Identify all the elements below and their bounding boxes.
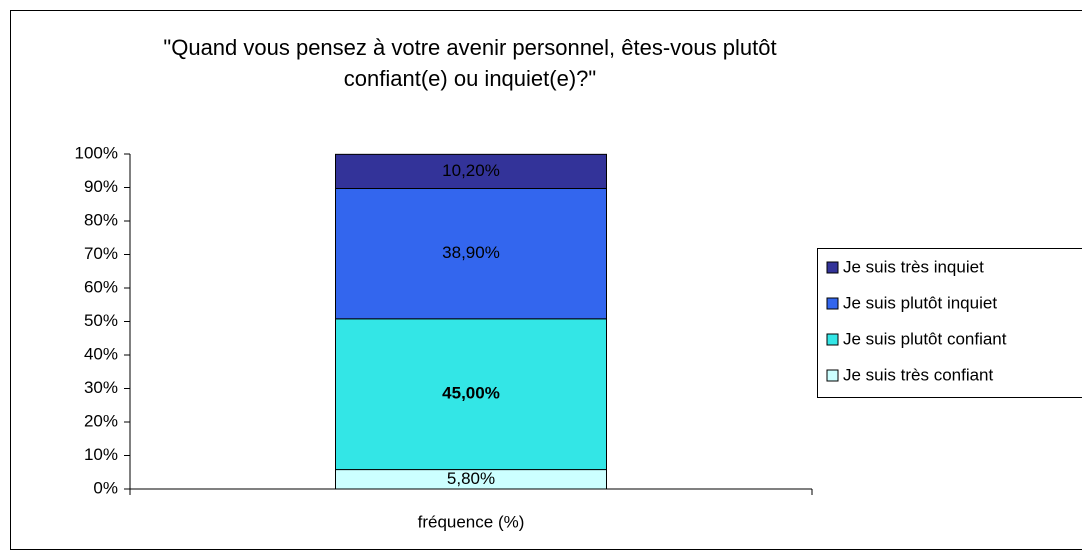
- legend-label: Je suis très confiant: [843, 365, 994, 384]
- y-tick-label: 60%: [84, 277, 118, 296]
- y-tick-label: 20%: [84, 411, 118, 430]
- y-tick-label: 70%: [84, 244, 118, 263]
- y-tick-label: 50%: [84, 311, 118, 330]
- data-label: 45,00%: [442, 384, 500, 403]
- legend-label: Je suis plutôt confiant: [843, 329, 1007, 348]
- legend-box: [817, 248, 1082, 398]
- bar-segment: [335, 188, 607, 320]
- y-tick-label: 40%: [84, 344, 118, 363]
- legend-swatch: [826, 297, 839, 310]
- legend-label: Je suis plutôt inquiet: [843, 293, 997, 312]
- y-tick-label: 0%: [93, 478, 118, 497]
- legend-swatch: [826, 369, 839, 382]
- bar-segment: [335, 153, 607, 190]
- y-tick-label: 100%: [75, 143, 118, 162]
- data-label: 10,20%: [442, 161, 500, 180]
- chart-title: "Quand vous pensez à votre avenir person…: [163, 35, 777, 91]
- legend-label: Je suis très inquiet: [843, 257, 984, 276]
- data-label: 38,90%: [442, 243, 500, 262]
- y-tick-label: 10%: [84, 445, 118, 464]
- bar-segment: [335, 318, 607, 471]
- y-tick-label: 80%: [84, 210, 118, 229]
- y-tick-label: 90%: [84, 177, 118, 196]
- x-tick-label: fréquence (%): [418, 512, 525, 531]
- legend-swatch: [826, 261, 839, 274]
- legend-swatch: [826, 333, 839, 346]
- data-label: 5,80%: [447, 469, 495, 488]
- y-tick-label: 30%: [84, 378, 118, 397]
